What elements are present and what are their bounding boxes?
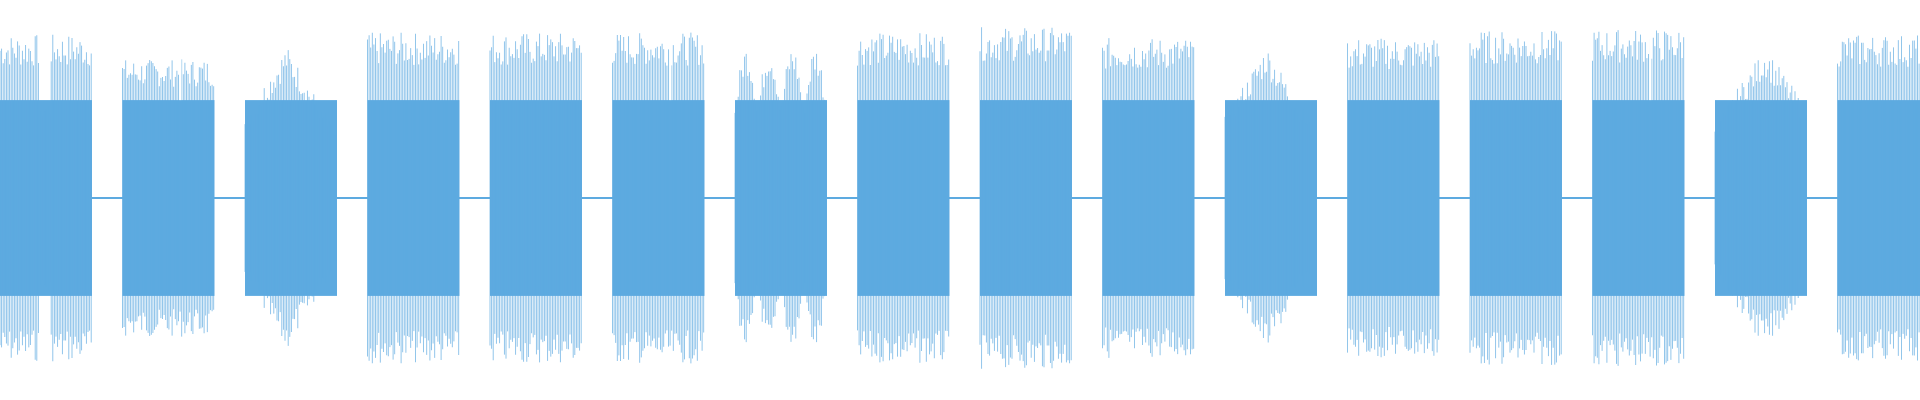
waveform-segment: [1469, 31, 1593, 365]
waveform-gap: [669, 20, 672, 101]
waveform-segment: [1347, 38, 1470, 358]
waveform-segment: [1592, 20, 1715, 366]
waveform-segment: [857, 33, 980, 363]
waveform-segment: [734, 53, 858, 343]
waveform-segment: [1102, 38, 1225, 358]
waveform-segment: [1714, 60, 1838, 336]
waveform-segment: [979, 27, 1103, 369]
waveform-segment: [489, 33, 613, 363]
waveform-segment: [612, 20, 735, 364]
waveform-segment: [122, 20, 245, 337]
waveform-segment: [244, 50, 368, 346]
waveform-gap: [179, 20, 182, 101]
waveform-segment: [0, 34, 123, 362]
waveform-gap: [1649, 20, 1652, 101]
waveform-segment: [1224, 53, 1348, 343]
waveform-segment: [367, 32, 490, 364]
waveform-segment: [1837, 35, 1920, 361]
